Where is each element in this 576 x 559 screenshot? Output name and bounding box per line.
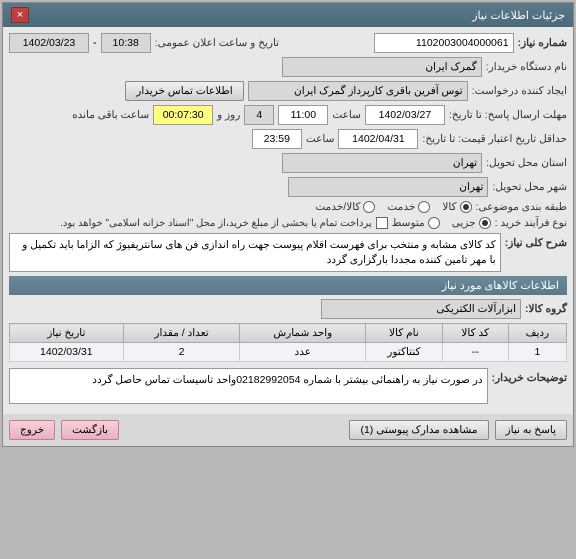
table-row[interactable]: 1 -- کنتاکتور عدد 2 1402/03/31 — [10, 343, 567, 362]
cell-name: کنتاکتور — [366, 343, 443, 362]
need-no-field: 1102003004000061 — [374, 33, 514, 53]
deadline-label: مهلت ارسال پاسخ: تا تاریخ: — [449, 109, 567, 121]
th-date[interactable]: تاریخ نیاز — [10, 324, 124, 343]
titlebar: جزئیات اطلاعات نیاز × — [3, 3, 573, 27]
validity-time: 23:59 — [252, 129, 302, 149]
radio-dot-icon — [428, 217, 440, 229]
cell-unit: عدد — [240, 343, 366, 362]
th-name[interactable]: نام کالا — [366, 324, 443, 343]
days-label: روز و — [217, 109, 240, 121]
city-field: تهران — [288, 177, 488, 197]
goods-section-header: اطلاعات کالاهای مورد نیاز — [9, 276, 567, 295]
announce-date: 1402/03/23 — [9, 33, 89, 53]
desc-label: شرح کلی نیاز: — [505, 233, 567, 249]
need-no-label: شماره نیاز: — [518, 37, 567, 49]
back-button[interactable]: بازگشت — [61, 420, 119, 440]
buyer-note-box: در صورت نیاز به راهنمائی بیشتر با شماره … — [9, 368, 488, 404]
radio-service[interactable]: خدمت — [387, 201, 430, 213]
th-unit[interactable]: واحد شمارش — [240, 324, 366, 343]
announce-time: 10:38 — [101, 33, 151, 53]
radio-dot-icon — [460, 201, 472, 213]
main-window: جزئیات اطلاعات نیاز × شماره نیاز: 110200… — [2, 2, 574, 447]
exit-button[interactable]: خروج — [9, 420, 55, 440]
announce-label: تاریخ و ساعت اعلان عمومی: — [155, 37, 279, 49]
creator-field: توس آفرین باقری کارپرداز گمرک ایران — [248, 81, 468, 101]
cell-code: -- — [442, 343, 508, 362]
th-code[interactable]: کد کالا — [442, 324, 508, 343]
contact-button[interactable]: اطلاعات تماس خریدار — [125, 81, 243, 101]
validity-date: 1402/04/31 — [338, 129, 418, 149]
radio-dot-icon — [363, 201, 375, 213]
deadline-time: 11:00 — [278, 105, 328, 125]
countdown: 00:07:30 — [153, 105, 213, 125]
items-table: ردیف کد کالا نام کالا واحد شمارش تعداد /… — [9, 323, 567, 362]
attachments-button[interactable]: مشاهده مدارک پیوستی (1) — [349, 420, 488, 440]
treasury-checkbox[interactable] — [376, 217, 388, 229]
buyer-note-label: توضیحات خریدار: — [492, 368, 567, 384]
time-label-1: ساعت — [332, 109, 361, 121]
th-row[interactable]: ردیف — [508, 324, 566, 343]
time-label-2: ساعت — [306, 133, 335, 145]
process-label: نوع فرآیند خرید : — [495, 217, 567, 229]
table-header-row: ردیف کد کالا نام کالا واحد شمارش تعداد /… — [10, 324, 567, 343]
respond-button[interactable]: پاسخ به نیاز — [495, 420, 567, 440]
validity-label: حداقل تاریخ اعتبار قیمت: تا تاریخ: — [422, 133, 567, 145]
radio-dot-icon — [418, 201, 430, 213]
radio-goods-service[interactable]: کالا/خدمت — [315, 201, 375, 213]
province-field: تهران — [282, 153, 482, 173]
radio-partial[interactable]: جزیی — [452, 217, 491, 229]
category-label: طبقه بندی موضوعی: — [476, 201, 567, 213]
days-field: 4 — [244, 105, 274, 125]
group-label: گروه کالا: — [525, 303, 567, 315]
category-radio-group: کالا خدمت کالا/خدمت — [315, 201, 471, 213]
cell-qty: 2 — [123, 343, 240, 362]
th-qty[interactable]: تعداد / مقدار — [123, 324, 240, 343]
pay-note: پرداخت تمام یا بخشی از مبلغ خرید،از محل … — [60, 218, 372, 229]
window-title: جزئیات اطلاعات نیاز — [472, 9, 565, 22]
group-field: ابزارآلات الکتریکی — [321, 299, 521, 319]
cell-date: 1402/03/31 — [10, 343, 124, 362]
cell-row: 1 — [508, 343, 566, 362]
province-label: استان محل تحویل: — [486, 157, 567, 169]
buyer-label: نام دستگاه خریدار: — [486, 61, 567, 73]
radio-medium[interactable]: متوسط — [392, 217, 440, 229]
creator-label: ایجاد کننده درخواست: — [472, 85, 567, 97]
remain-label: ساعت باقی مانده — [72, 109, 149, 121]
radio-goods[interactable]: کالا — [442, 201, 471, 213]
process-radio-group: جزیی متوسط — [392, 217, 491, 229]
content-area: شماره نیاز: 1102003004000061 تاریخ و ساع… — [3, 27, 573, 414]
radio-dot-icon — [479, 217, 491, 229]
deadline-date: 1402/03/27 — [365, 105, 445, 125]
city-label: شهر محل تحویل: — [492, 181, 567, 193]
desc-box: کد کالای مشابه و منتخب برای فهرست اقلام … — [9, 233, 501, 272]
close-icon[interactable]: × — [11, 7, 29, 23]
footer: پاسخ به نیاز مشاهده مدارک پیوستی (1) باز… — [3, 414, 573, 446]
buyer-field: گمرک ایران — [282, 57, 482, 77]
